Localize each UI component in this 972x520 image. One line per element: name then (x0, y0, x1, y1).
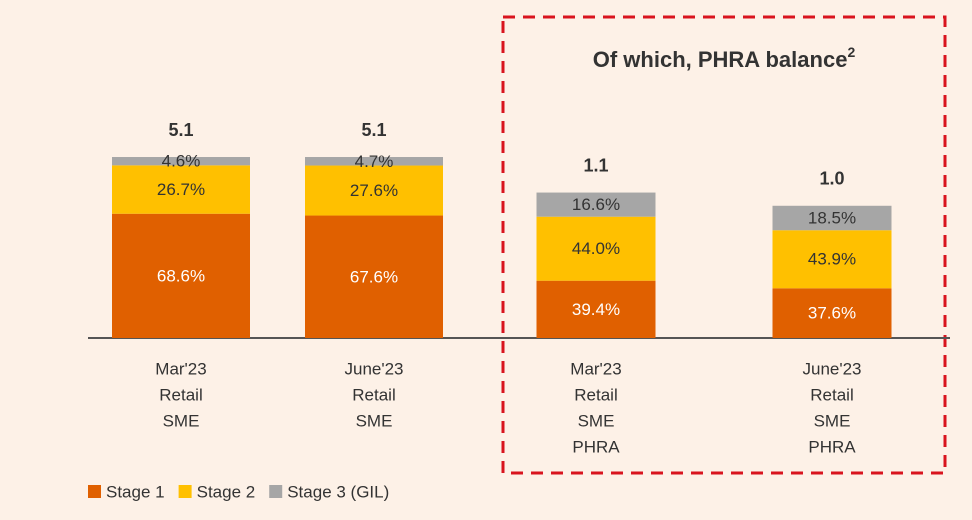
highlight-box (501, 15, 947, 475)
x-tick-label: Retail (574, 385, 617, 404)
x-tick-label: SME (814, 411, 851, 430)
value-label: 39.4% (572, 300, 620, 319)
bar-segment (305, 215, 443, 338)
total-label: 1.0 (819, 169, 844, 189)
x-tick-label: Mar'23 (570, 359, 621, 378)
value-label: 4.7% (355, 152, 394, 171)
bar-segment (112, 165, 250, 214)
legend-swatch (178, 485, 192, 498)
total-label: 5.1 (361, 120, 386, 140)
value-label: 26.7% (157, 180, 205, 199)
value-label: 44.0% (572, 239, 620, 258)
bar-segment (772, 230, 892, 289)
value-label: 68.6% (157, 266, 205, 285)
x-tick-label: PHRA (808, 437, 856, 456)
x-tick-label: PHRA (572, 437, 620, 456)
x-tick-label: Retail (159, 385, 202, 404)
x-tick-label: SME (578, 411, 615, 430)
bar-segment (772, 288, 892, 338)
bar-segment (305, 165, 443, 216)
value-label: 43.9% (808, 250, 856, 269)
legend-swatch (269, 485, 283, 498)
x-tick-label: June'23 (344, 359, 403, 378)
x-tick-label: Mar'23 (155, 359, 206, 378)
value-label: 67.6% (350, 267, 398, 286)
bar-segment (112, 213, 250, 338)
x-tick-label: Retail (810, 385, 853, 404)
value-label: 37.6% (808, 304, 856, 323)
value-label: 18.5% (808, 208, 856, 227)
annotation: Of which, PHRA balance2 (593, 44, 856, 72)
total-label: 5.1 (168, 120, 193, 140)
x-tick-label: SME (356, 411, 393, 430)
bar-segment (536, 280, 656, 338)
value-label: 27.6% (350, 181, 398, 200)
legend-label: Stage 3 (GIL) (287, 482, 389, 501)
value-label: 4.6% (162, 152, 201, 171)
bar-segment (536, 192, 656, 217)
bar-segment (112, 157, 250, 166)
bar-segment (305, 157, 443, 166)
x-tick-label: June'23 (802, 359, 861, 378)
total-label: 1.1 (583, 155, 608, 175)
bar-segment (772, 205, 892, 231)
value-label: 16.6% (572, 195, 620, 214)
legend-label: Stage 2 (197, 482, 256, 501)
legend-label: Stage 1 (106, 482, 165, 501)
bar-segment (536, 216, 656, 281)
legend-swatch (88, 485, 101, 498)
x-tick-label: SME (163, 411, 200, 430)
x-tick-label: Retail (352, 385, 395, 404)
